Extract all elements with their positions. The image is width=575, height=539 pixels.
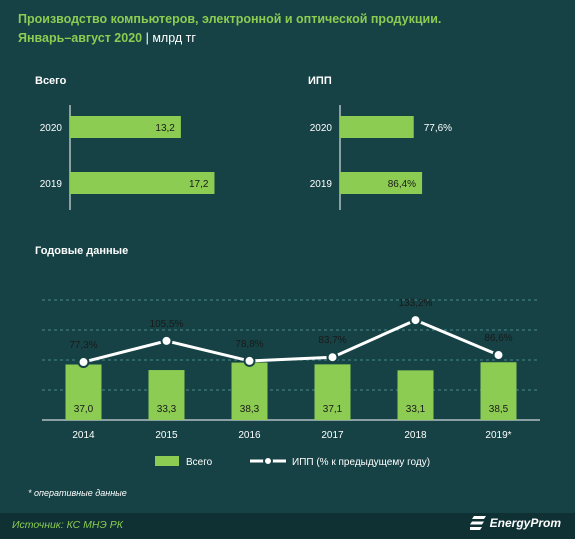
ipp-point [492,349,505,362]
ipp-data-label: 105,5% [150,319,184,330]
bar-data-label: 38,3 [240,404,260,415]
ipp-point [326,351,339,364]
chart-subtitle: Январь–август 2020 [18,31,143,45]
ipp-data-label: 78,8% [235,339,263,350]
bar-data-label: 37,0 [74,404,94,415]
bar [231,362,268,420]
bar-data-label: 33,3 [157,404,177,415]
bar [340,116,414,138]
x-tick-label: 2016 [238,430,261,441]
ipp-point [160,334,173,347]
data-label: 86,4% [388,179,416,190]
ipp-data-label: 77,3% [69,340,97,351]
ipp-point [409,314,422,327]
ipp-section-title: ИПП [308,75,332,87]
bar-data-label: 37,1 [323,404,343,415]
legend-bar-label: Всего [186,457,213,468]
x-tick-label: 2015 [155,430,178,441]
logo-text: EnergyProm [489,516,561,530]
total-bar-chart: 2020 13,2 2019 17,2 [40,105,215,210]
legend-line-marker [263,456,273,466]
bar [480,362,517,420]
energyprom-logo: EnergyProm [469,516,561,530]
x-tick-label: 2019* [485,430,511,441]
x-tick-label: 2018 [404,430,427,441]
ipp-point [77,356,90,369]
chart-title: Производство компьютеров, электронной и … [18,12,442,26]
ipp-data-label: 86,6% [484,333,512,344]
bar [70,172,215,194]
source-text: Источник: КС МНЭ РК [12,519,123,531]
ipp-data-label: 83,7% [318,335,346,346]
bar [70,116,181,138]
category-label: 2020 [40,123,63,134]
ipp-point [243,354,256,367]
bar [314,364,351,420]
annual-combo-chart: 37,0 2014 33,3 2015 38,3 2016 37,1 2017 33,1 2018… [42,298,540,468]
data-label: 77,6% [424,123,452,134]
bar [148,370,185,420]
data-label: 13,2 [155,123,175,134]
separator: | [142,31,153,45]
bar [340,172,423,194]
legend-line-label: ИПП (% к предыдущему году) [292,457,430,468]
footnote: * оперативные данные [28,488,127,498]
data-label: 17,2 [189,179,209,190]
unit-label: млрд тг [152,31,196,45]
x-tick-label: 2014 [72,430,95,441]
energyprom-logo-icon [469,516,486,530]
category-label: 2019 [310,179,333,190]
subtitle-row: Январь–август 2020 | млрд тг [18,29,568,48]
category-label: 2020 [310,123,333,134]
x-tick-label: 2017 [321,430,344,441]
ipp-bar-chart: 2020 77,6% 2019 86,4% [310,105,452,210]
bar [65,364,102,420]
category-label: 2019 [40,179,63,190]
chart-header: Производство компьютеров, электронной и … [18,10,568,48]
bar-data-label: 33,1 [406,404,426,415]
ipp-line [83,318,500,364]
footer: Источник: КС МНЭ РК EnergyProm [0,513,575,539]
total-section-title: Всего [35,75,67,87]
bar [397,370,434,420]
ipp-data-label: 133,2% [399,298,433,309]
annual-section-title: Годовые данные [35,245,129,257]
legend-bar-swatch [155,456,179,466]
bar-data-label: 38,5 [489,404,509,415]
